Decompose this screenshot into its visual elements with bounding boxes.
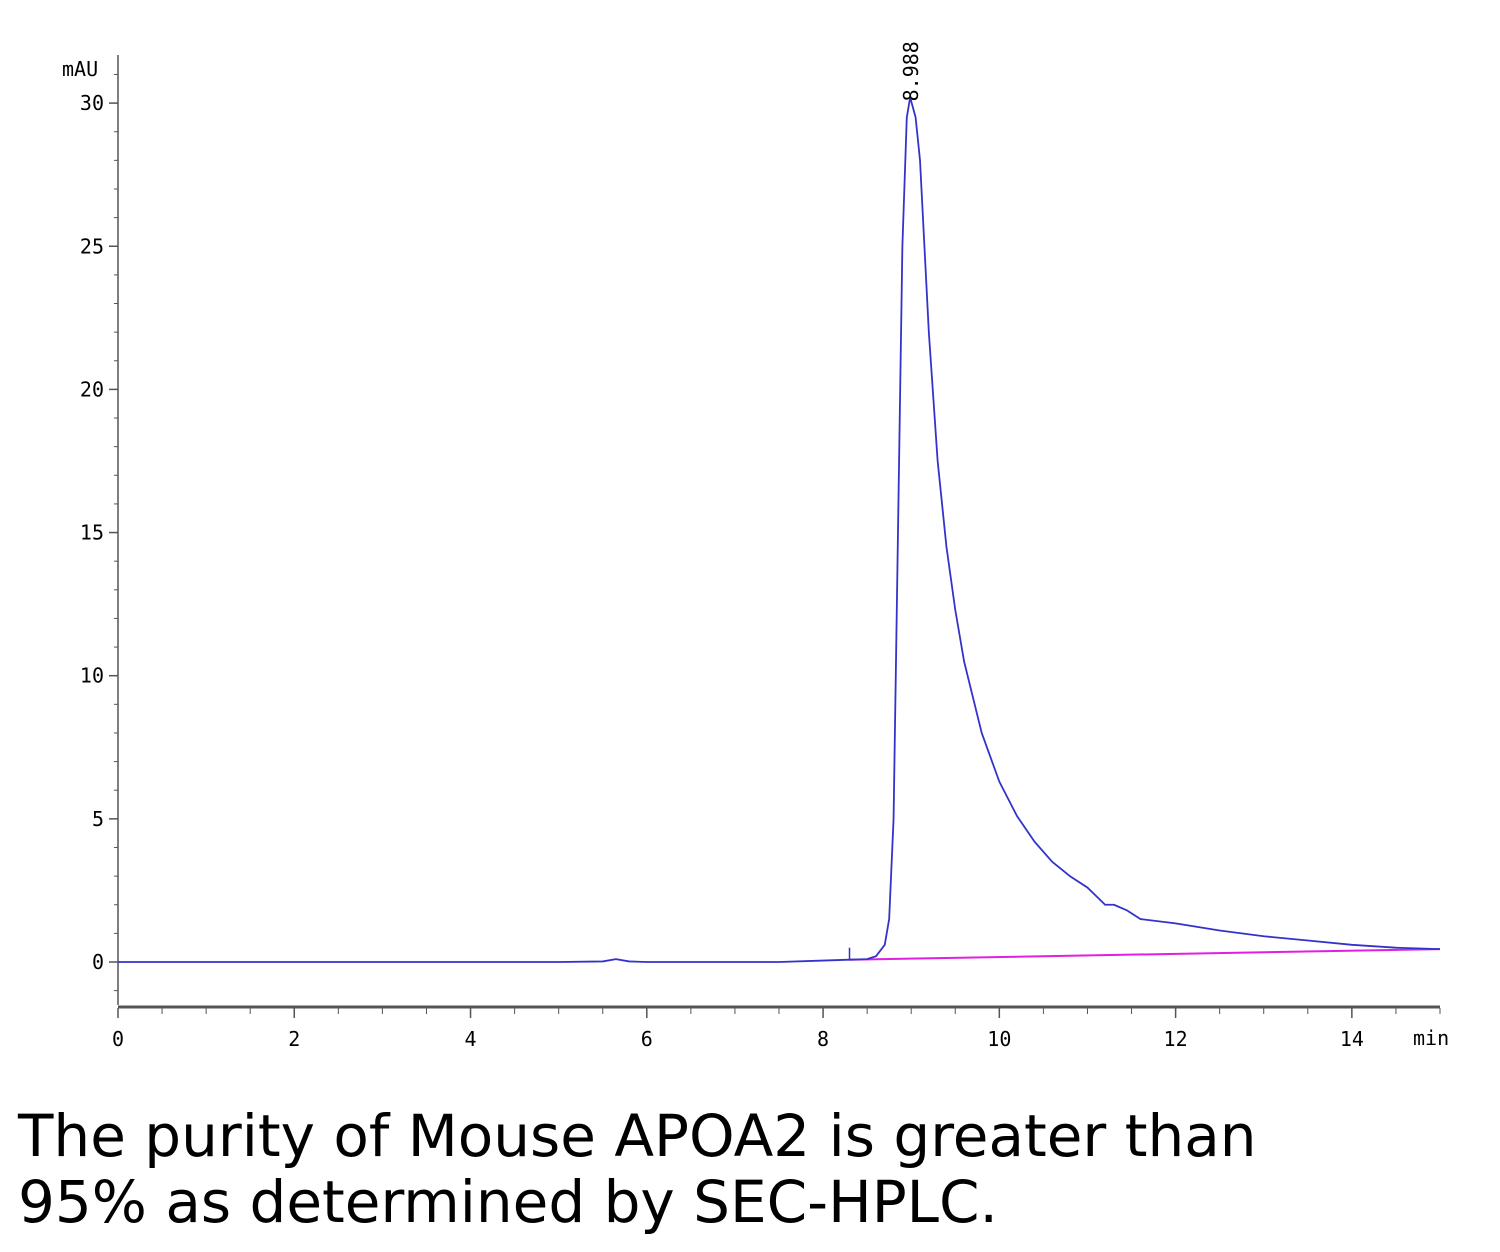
- x-axis: 0 2 4 6 8 10 12 14: [112, 1005, 1441, 1051]
- chromatogram-trace: [118, 96, 1441, 963]
- x-tick-label: 14: [1340, 1027, 1364, 1051]
- x-axis-unit-label: min: [1413, 1026, 1449, 1050]
- y-axis-unit-label: mAU: [62, 57, 98, 81]
- x-tick-label: 10: [987, 1027, 1011, 1051]
- caption-line-2: 95% as determined by SEC-HPLC.: [18, 1168, 998, 1236]
- y-tick-label: 10: [80, 664, 104, 688]
- y-tick-label: 5: [92, 807, 104, 831]
- x-tick-label: 12: [1164, 1027, 1188, 1051]
- plot-area: 8.988: [118, 41, 1441, 963]
- caption: The purity of Mouse APOA2 is greater tha…: [18, 1103, 1418, 1235]
- x-tick-label: 8: [817, 1027, 829, 1051]
- y-tick-label: 0: [92, 950, 104, 974]
- x-tick-label: 2: [288, 1027, 300, 1051]
- y-tick-label: 25: [80, 234, 104, 258]
- integration-baseline: [849, 948, 1441, 961]
- chromatogram-chart: 0 5 10 15 20 25 30 0 2 4 6 8 10 12 14 8.988 mAU min: [62, 41, 1449, 1051]
- x-tick-label: 0: [112, 1027, 124, 1051]
- peak-retention-label: 8.988: [899, 41, 923, 101]
- x-tick-label: 4: [465, 1027, 477, 1051]
- y-tick-label: 15: [80, 521, 104, 545]
- y-tick-label: 30: [80, 91, 104, 115]
- x-tick-label: 6: [641, 1027, 653, 1051]
- y-tick-label: 20: [80, 377, 104, 401]
- y-axis: 0 5 10 15 20 25 30: [80, 55, 119, 1005]
- caption-line-1: The purity of Mouse APOA2 is greater tha…: [18, 1102, 1257, 1170]
